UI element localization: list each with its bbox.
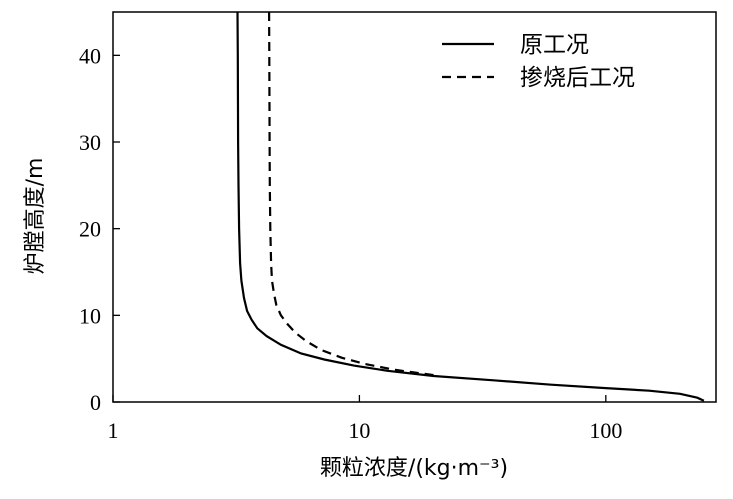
axes (112, 11, 717, 403)
y-tick-label: 10 (79, 303, 101, 328)
series-group (236, 11, 705, 402)
y-tick-label: 0 (90, 390, 101, 415)
x-tick-label: 1 (108, 418, 119, 443)
x-tick-label: 100 (589, 418, 622, 443)
y-tick-label: 30 (79, 130, 101, 155)
x-axis-ticks: 1 10 100 (108, 395, 622, 443)
y-axis-title: 炉膛高度/m (23, 158, 48, 275)
y-tick-label: 20 (79, 217, 101, 242)
plot-frame (112, 11, 717, 403)
series-line-2 (268, 11, 434, 377)
y-axis-ticks: 0 10 20 30 40 (79, 43, 120, 415)
series-line-1 (236, 11, 705, 402)
x-axis-title: 颗粒浓度/(kg·m⁻³) (320, 456, 508, 481)
y-tick-label: 40 (79, 43, 101, 68)
x-tick-label: 10 (348, 418, 370, 443)
legend-label-1: 原工况 (520, 32, 589, 58)
legend-label-2: 掺烧后工况 (520, 65, 635, 91)
